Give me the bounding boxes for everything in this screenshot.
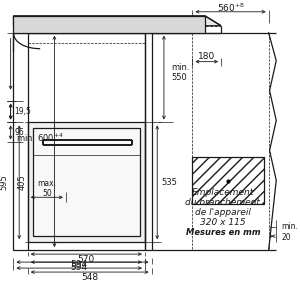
Text: min. 600$^{+4}$: min. 600$^{+4}$ [16, 131, 64, 144]
Text: 594: 594 [70, 260, 88, 268]
Text: du branchement: du branchement [185, 198, 260, 207]
Text: 570: 570 [77, 255, 94, 264]
Text: 19,5: 19,5 [14, 107, 31, 116]
Text: 180: 180 [198, 52, 215, 61]
Bar [193, 158, 264, 204]
Text: de l'appareil: de l'appareil [195, 208, 251, 217]
Text: 320 x 115: 320 x 115 [200, 218, 246, 227]
Text: 595: 595 [0, 174, 8, 190]
Text: 548: 548 [81, 273, 98, 282]
Text: Emplacement: Emplacement [192, 188, 254, 197]
Bar [28, 122, 145, 242]
Text: min.
550: min. 550 [172, 63, 190, 82]
Polygon shape [14, 16, 221, 26]
Text: 96: 96 [14, 128, 24, 137]
Text: min.
20: min. 20 [281, 223, 298, 242]
Text: 405: 405 [18, 174, 27, 190]
Text: 560$^{+8}$: 560$^{+8}$ [217, 2, 244, 14]
Text: max.
50: max. 50 [37, 178, 56, 198]
Text: 535: 535 [161, 178, 177, 187]
Polygon shape [14, 16, 205, 33]
Text: 594: 594 [70, 262, 88, 272]
Bar [32, 128, 140, 236]
Text: Mesures en mm: Mesures en mm [186, 228, 260, 237]
